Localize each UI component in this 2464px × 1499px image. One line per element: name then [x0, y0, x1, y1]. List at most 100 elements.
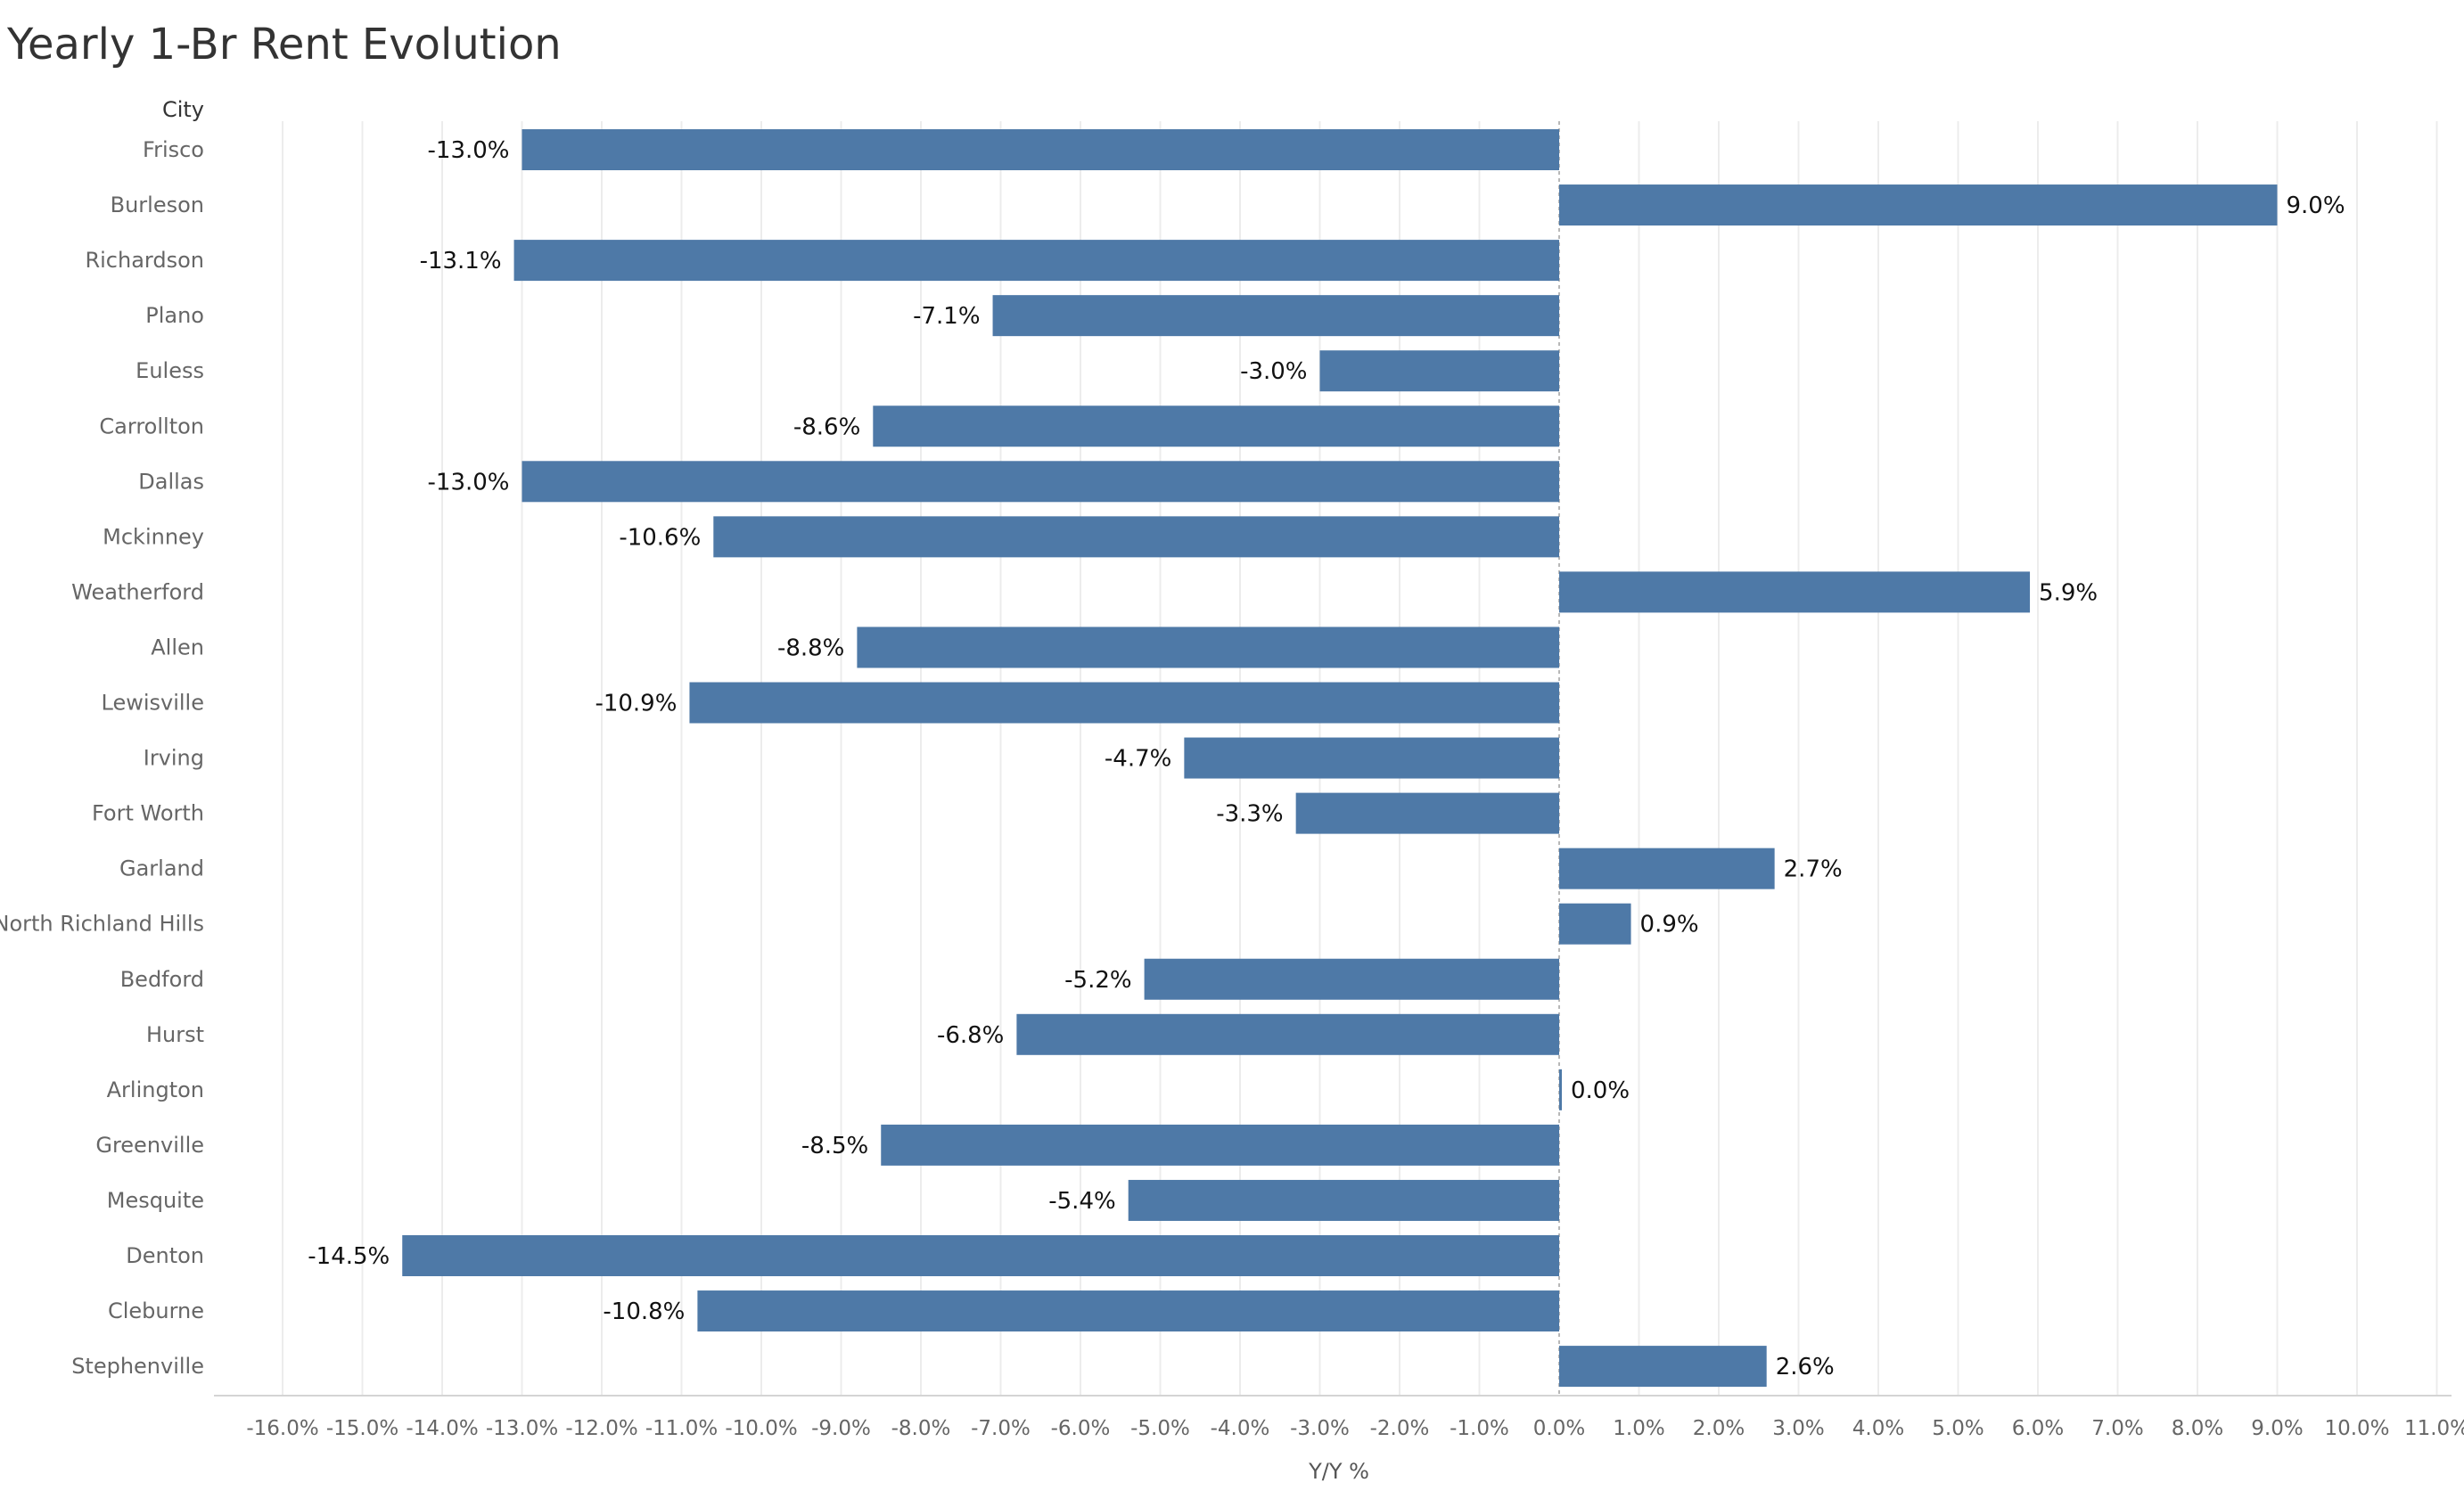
category-label: Cleburne [108, 1298, 204, 1323]
value-label: -13.1% [420, 248, 502, 274]
value-label: -10.9% [595, 691, 677, 717]
category-label: Garland [119, 856, 204, 881]
value-label: 2.6% [1776, 1354, 1835, 1380]
x-tick-label: -14.0% [406, 1417, 478, 1440]
value-label: -7.1% [913, 303, 980, 330]
category-label: Irving [144, 746, 204, 771]
bar [857, 627, 1559, 668]
x-tick-label: -10.0% [725, 1417, 797, 1440]
value-label: -10.8% [603, 1298, 685, 1325]
value-label: -8.5% [801, 1133, 868, 1159]
x-tick-label: 4.0% [1852, 1417, 1904, 1440]
x-tick-label: -3.0% [1290, 1417, 1350, 1440]
value-label: -5.4% [1048, 1188, 1115, 1215]
category-label: Lewisville [102, 691, 205, 716]
value-label: 2.7% [1784, 856, 1843, 883]
bar [697, 1290, 1559, 1332]
x-tick-label: 9.0% [2251, 1417, 2303, 1440]
x-tick-label: 2.0% [1693, 1417, 1745, 1440]
x-tick-label: 0.0% [1533, 1417, 1585, 1440]
category-label: Greenville [95, 1133, 204, 1158]
x-tick-label: 6.0% [2012, 1417, 2064, 1440]
x-tick-label: 8.0% [2172, 1417, 2223, 1440]
bar [1144, 958, 1559, 1000]
category-label: Hurst [146, 1022, 204, 1047]
value-label: 5.9% [2039, 579, 2098, 606]
value-label: -10.6% [619, 524, 701, 551]
x-tick-label: 7.0% [2091, 1417, 2143, 1440]
x-tick-label: -13.0% [486, 1417, 558, 1440]
category-label: Frisco [143, 137, 204, 162]
bar [1184, 737, 1559, 779]
x-tick-label: -4.0% [1211, 1417, 1270, 1440]
x-tick-label: -12.0% [565, 1417, 637, 1440]
category-label: Mckinney [103, 524, 204, 549]
category-labels: Frisco Burleson Richardson Plano Euless Carro… [0, 137, 204, 1379]
value-label: -8.6% [793, 414, 860, 440]
x-tick-label: -7.0% [971, 1417, 1031, 1440]
bar [1295, 792, 1559, 834]
category-label: Arlington [107, 1077, 204, 1102]
bar [1559, 848, 1775, 889]
bar [689, 682, 1559, 724]
category-label: Burleson [111, 192, 204, 217]
category-label: Euless [136, 358, 204, 383]
category-label: Richardson [85, 248, 204, 273]
x-tick-label: -16.0% [246, 1417, 318, 1440]
value-label: -3.3% [1216, 801, 1283, 828]
value-label: -14.5% [308, 1243, 390, 1270]
bar [402, 1235, 1559, 1276]
bar [1128, 1179, 1559, 1221]
category-label: North Richland Hills [0, 912, 204, 937]
bar [713, 516, 1559, 558]
x-tick-label: -8.0% [891, 1417, 951, 1440]
category-label: Stephenville [71, 1354, 204, 1379]
bar [1319, 350, 1559, 392]
bar [1559, 1346, 1767, 1388]
x-tick-label: -11.0% [645, 1417, 718, 1440]
category-label: Allen [151, 635, 204, 659]
value-label: 0.9% [1640, 912, 1699, 938]
value-label: 9.0% [2287, 192, 2345, 219]
category-label: Carrollton [99, 414, 204, 438]
chart-title: Yearly 1-Br Rent Evolution [6, 20, 562, 70]
category-label: Dallas [138, 469, 204, 494]
bar [513, 240, 1559, 282]
x-tick-label: 5.0% [1932, 1417, 1984, 1440]
x-tick-label: 1.0% [1613, 1417, 1664, 1440]
bar [522, 461, 1559, 503]
x-axis-ticks: -16.0% -15.0% -14.0% -13.0% -12.0% -11.0% -10.… [246, 1417, 2464, 1440]
category-label: Bedford [120, 967, 204, 992]
bar [1559, 571, 2031, 613]
category-label: Weatherford [71, 579, 204, 604]
value-label: -5.2% [1064, 967, 1131, 994]
x-tick-label: -2.0% [1370, 1417, 1430, 1440]
bar [1559, 184, 2278, 226]
x-tick-label: -9.0% [811, 1417, 871, 1440]
bar [1559, 1069, 1562, 1110]
value-labels: -13.0% 9.0% -13.1% -7.1% -3.0% -8.6% -13.0% -10… [308, 137, 2345, 1380]
category-label: Mesquite [107, 1188, 204, 1213]
x-tick-label: -5.0% [1130, 1417, 1190, 1440]
value-label: -3.0% [1240, 358, 1307, 385]
x-tick-label: 10.0% [2324, 1417, 2389, 1440]
x-tick-label: 11.0% [2404, 1417, 2464, 1440]
bar [881, 1124, 1559, 1166]
x-tick-label: -1.0% [1450, 1417, 1509, 1440]
bar [1559, 903, 1631, 945]
bar [1016, 1013, 1559, 1055]
x-tick-label: -15.0% [326, 1417, 398, 1440]
x-tick-label: 3.0% [1772, 1417, 1824, 1440]
value-label: -13.0% [428, 137, 510, 164]
value-label: -6.8% [937, 1022, 1004, 1049]
value-label: -8.8% [777, 635, 844, 661]
x-axis-title: Y/Y % [1308, 1459, 1369, 1484]
category-label: Denton [126, 1243, 204, 1268]
value-label: -13.0% [428, 469, 510, 496]
y-axis-header: City [162, 97, 204, 122]
bar [992, 295, 1559, 337]
bar [522, 129, 1559, 170]
value-label: -4.7% [1105, 746, 1171, 773]
category-label: Fort Worth [92, 801, 204, 826]
